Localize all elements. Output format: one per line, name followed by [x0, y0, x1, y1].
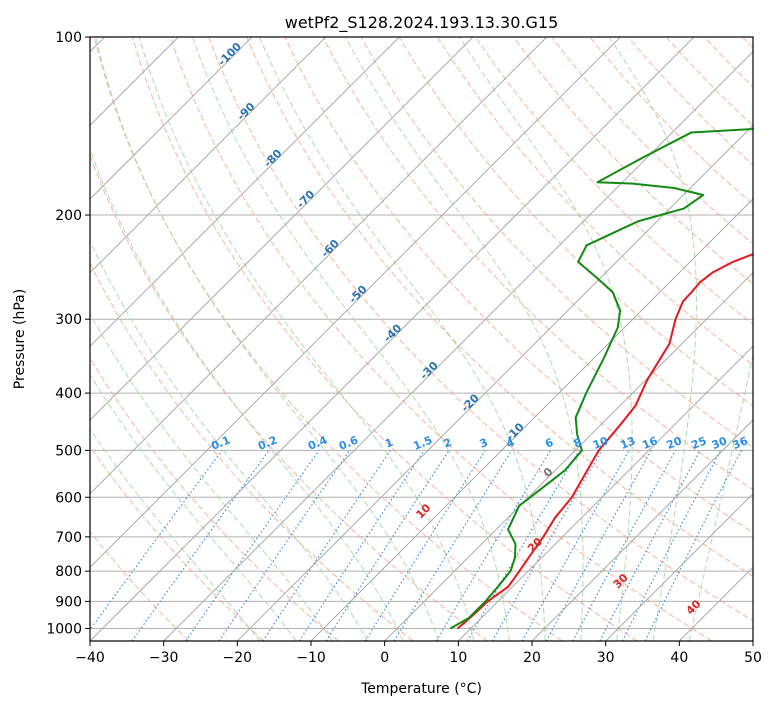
y-tick-label: 900: [55, 594, 82, 610]
profile-series: [449, 128, 753, 630]
mixing-ratio-line: [545, 450, 652, 641]
skewed-isotherm: [90, 37, 327, 274]
dry-adiabat: [90, 445, 264, 641]
skewed-isotherm: [90, 37, 474, 421]
mixing-ratio-label: 25: [689, 434, 708, 452]
skewed-isotherms: [90, 37, 753, 641]
skewed-isotherm: [90, 37, 400, 348]
x-tick-label: −40: [75, 650, 105, 666]
dry-adiabat: [90, 154, 488, 641]
mixing-ratio-label: 36: [731, 434, 750, 452]
mixing-ratio-line: [572, 450, 677, 641]
dry-adiabat: [284, 37, 753, 534]
skewed-isotherm: [90, 37, 621, 569]
moist-adiabat: [259, 37, 546, 641]
mixing-ratio-label: 3: [478, 436, 490, 451]
y-tick-label: 100: [55, 30, 82, 46]
skewed-isotherm: [384, 271, 753, 641]
skewed-isotherm: [236, 124, 753, 641]
y-tick-label: 500: [55, 443, 82, 459]
skewed-isotherm: [90, 37, 253, 200]
dry-adiabat: [90, 530, 190, 641]
x-tick-label: 30: [597, 650, 615, 666]
mixing-ratio-line: [644, 450, 743, 641]
dry-adiabat: [437, 37, 753, 366]
x-tick-label: −10: [296, 650, 326, 666]
moist-adiabat: [90, 147, 404, 641]
mixing-ratio-label: 8: [572, 436, 584, 451]
mixing-ratio-line: [393, 450, 513, 641]
moist-adiabat: [90, 239, 369, 641]
y-axis-title: Pressure (hPa): [12, 289, 28, 389]
x-tick-label: −20: [223, 650, 253, 666]
dry-adiabat: [170, 37, 713, 641]
x-tick-label: 10: [449, 650, 467, 666]
dry-adiabat: [360, 37, 753, 449]
moist-adiabat: [345, 37, 584, 641]
mixing-ratio-line: [521, 450, 630, 641]
mixing-ratio-label: 13: [618, 434, 637, 452]
x-tick-label: 0: [380, 650, 389, 666]
mixing-ratio-line: [90, 450, 223, 631]
x-tick-label: 40: [670, 650, 688, 666]
y-tick-label: 300: [55, 312, 82, 328]
x-tick-label: −30: [149, 650, 179, 666]
dry-adiabat: [513, 37, 753, 285]
y-axis: 1000 900 800 700 600 500 400 300 200 100: [46, 30, 90, 637]
mixing-ratio-line: [621, 450, 722, 641]
y-tick-label: 600: [55, 490, 82, 506]
mixing-ratio-line: [262, 450, 391, 641]
dry-adiabat: [246, 37, 753, 577]
skewed-isotherm: [90, 37, 548, 495]
moist-adiabat: [90, 427, 261, 641]
y-tick-label: 700: [55, 530, 82, 546]
mixing-ratio-label: 16: [640, 434, 659, 452]
mixing-ratio-lines: [90, 450, 743, 641]
mixing-ratio-label: 10: [591, 434, 610, 452]
chart-title: wetPf2_S128.2024.193.13.30.G15: [285, 13, 559, 33]
y-tick-label: 1000: [46, 621, 82, 637]
dewpoint-profile: [449, 128, 753, 630]
mixing-ratio-label: 20: [665, 434, 684, 452]
skewed-isotherm: [90, 37, 695, 641]
mixing-ratio-label: 30: [710, 434, 729, 452]
skewed-isotherm: [605, 492, 753, 641]
moist-adiabat: [90, 373, 297, 641]
mixing-ratio-line: [298, 450, 425, 641]
dry-adiabat: [208, 37, 753, 622]
x-axis: −40 −30 −20 −10 0 10 20 30 40 50: [75, 641, 762, 666]
moist-adiabat: [95, 37, 439, 641]
x-tick-label: 20: [523, 650, 541, 666]
dry-adiabat: [90, 357, 339, 641]
moist-adiabat: [688, 352, 753, 641]
skewed-isotherm: [531, 419, 753, 641]
plot-area: [90, 37, 753, 641]
mixing-ratio-label: 1: [383, 436, 395, 451]
moist-adiabat: [138, 37, 475, 641]
mixing-ratio-label: 2: [442, 436, 454, 451]
mixing-ratio-line: [218, 450, 351, 641]
skewed-isotherm: [163, 50, 753, 641]
plot-frame: [89, 36, 754, 642]
y-tick-label: 200: [55, 208, 82, 224]
temperature-profile: [456, 253, 753, 630]
skewed-isotherm: [457, 345, 753, 641]
y-tick-label: 800: [55, 564, 82, 580]
x-tick-label: 50: [744, 650, 762, 666]
mixing-ratio-line: [325, 450, 450, 641]
moist-adiabat: [608, 37, 697, 641]
moist-adiabats: [90, 37, 753, 641]
mixing-ratio-line: [185, 450, 320, 641]
y-tick-label: 400: [55, 386, 82, 402]
dry-adiabat: [131, 37, 638, 641]
x-axis-title: Temperature (°C): [360, 681, 482, 697]
